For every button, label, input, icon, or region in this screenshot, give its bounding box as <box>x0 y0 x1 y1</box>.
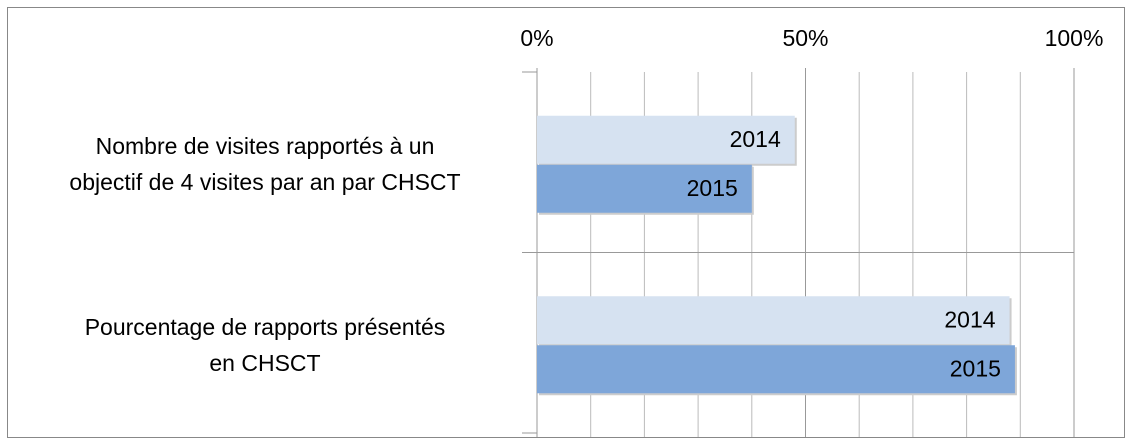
bar-label: 2014 <box>730 126 781 152</box>
x-tick-label: 50% <box>782 25 828 51</box>
x-tick-label: 0% <box>520 25 553 51</box>
bar <box>537 296 1010 345</box>
x-tick-label: 100% <box>1045 25 1104 51</box>
bar-label: 2015 <box>950 355 1001 381</box>
bar <box>537 164 752 213</box>
bar <box>537 115 795 164</box>
bar-label: 2015 <box>687 175 738 201</box>
bar <box>537 345 1015 394</box>
category-label: Nombre de visites rapportés à un objecti… <box>69 133 461 196</box>
bar-label: 2014 <box>944 306 995 332</box>
category-label: Pourcentage de rapports présentés en CHS… <box>84 313 446 376</box>
chart-border <box>7 7 1125 438</box>
